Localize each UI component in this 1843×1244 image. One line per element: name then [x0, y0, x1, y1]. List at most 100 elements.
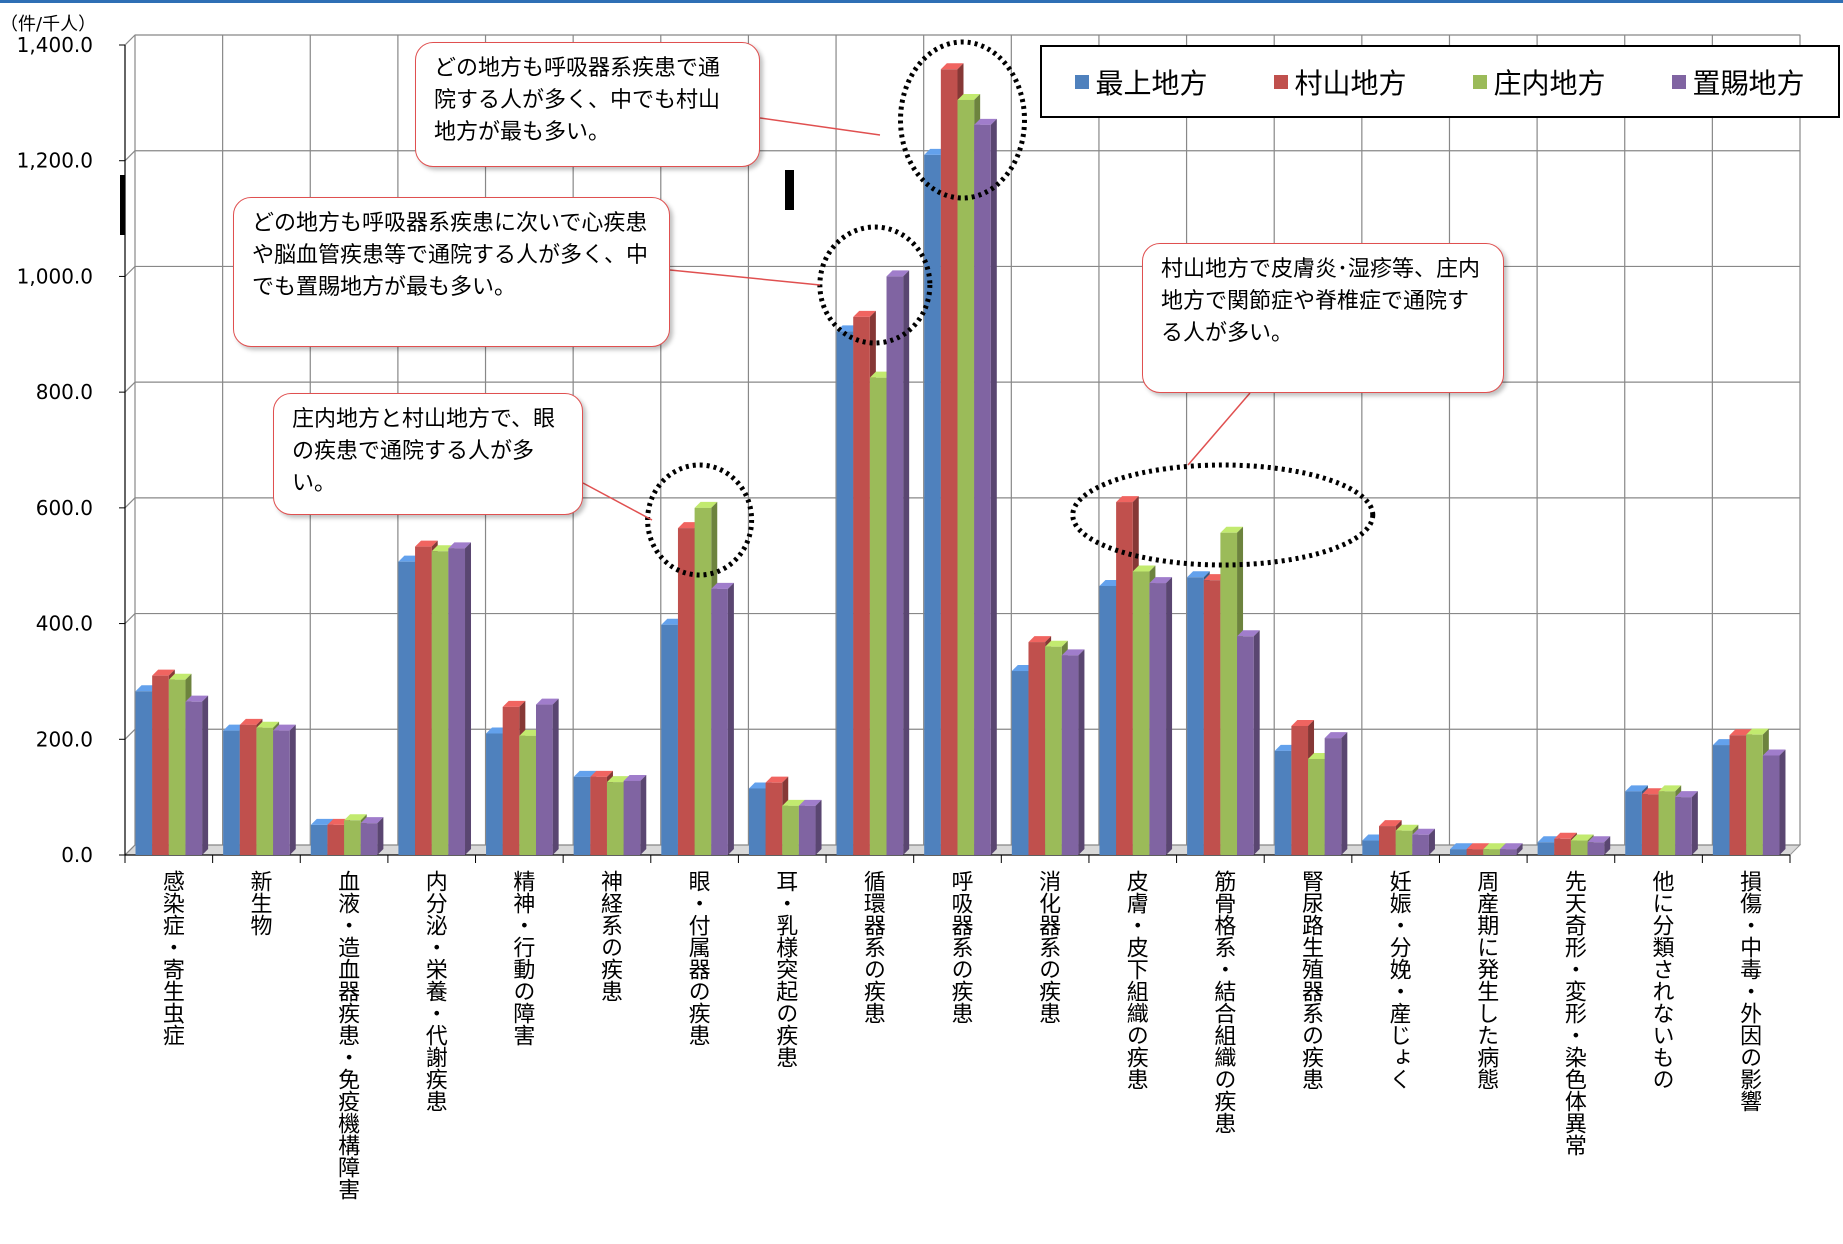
- callout-circulatory: どの地方も呼吸器系疾患に次いで心疾患や脳血管疾患等で通院する人が多く、中でも置賜…: [233, 197, 670, 347]
- bar-top: [711, 582, 734, 589]
- bar-front: [1061, 655, 1079, 855]
- bar-side: [465, 542, 472, 855]
- bar-front: [344, 820, 361, 855]
- bar-front: [502, 706, 520, 855]
- bar-side: [1604, 836, 1611, 855]
- bar-front: [1362, 840, 1380, 855]
- bar-top: [185, 695, 209, 702]
- x-tick-label: 血液・造血器疾患・免疫機構障害: [334, 870, 360, 1200]
- bar-front: [1379, 826, 1396, 855]
- bar-front: [223, 730, 240, 855]
- bar-top: [1132, 565, 1156, 572]
- bar-front: [1537, 842, 1555, 855]
- bar-front: [957, 99, 975, 855]
- bar-front: [256, 727, 274, 855]
- y-unit-label: （件/千人）: [0, 14, 96, 35]
- bar-top: [957, 93, 981, 100]
- callout-leader: [759, 117, 881, 136]
- bar-front: [486, 733, 503, 855]
- y-tick-label: 400.0: [36, 612, 93, 636]
- callout-leader: [669, 269, 821, 286]
- bar-top: [1658, 785, 1682, 792]
- gridline-h-side: [124, 150, 136, 162]
- bar-front: [694, 507, 712, 855]
- bar-front: [869, 377, 887, 855]
- bar-top: [502, 700, 526, 707]
- gridline-h-side: [124, 497, 136, 509]
- bar: [1499, 843, 1523, 855]
- bar-top: [623, 774, 647, 781]
- bar-front: [798, 805, 816, 855]
- bar: [185, 695, 209, 855]
- bar-front: [853, 316, 870, 855]
- bar-front: [1237, 636, 1254, 855]
- x-tick-label: 先天奇形・変形・染色体異常: [1560, 870, 1586, 1156]
- legend-item-mogami: 最上地方: [1075, 62, 1208, 102]
- bar-top: [344, 814, 367, 821]
- bar-top: [1499, 843, 1523, 850]
- legend: 最上地方 村山地方 庄内地方 置賜地方: [1040, 45, 1840, 118]
- bar-top: [1483, 843, 1506, 850]
- callout-leader: [1187, 392, 1251, 466]
- bar-top: [273, 724, 296, 731]
- bar-side: [289, 724, 296, 855]
- bar-front: [1449, 849, 1467, 855]
- legend-swatch: [1075, 74, 1090, 89]
- bar-front: [273, 730, 290, 855]
- bar: [535, 698, 559, 855]
- bar-side: [1428, 828, 1435, 855]
- bar-top: [590, 770, 613, 777]
- y-tick-label: 600.0: [36, 496, 93, 520]
- bar-front: [573, 776, 591, 855]
- bar-front: [535, 704, 553, 855]
- bar-side: [202, 695, 209, 855]
- legend-label: 庄内地方: [1493, 66, 1606, 100]
- x-tick-label: 周産期に発生した病態: [1473, 870, 1499, 1090]
- bar-front: [1483, 849, 1500, 855]
- bar-front: [1729, 735, 1747, 855]
- annotations: [582, 39, 1376, 578]
- bar-front: [1132, 571, 1150, 855]
- bar-front: [1149, 583, 1167, 855]
- bar-front: [152, 675, 169, 855]
- y-tick-label: 200.0: [36, 727, 93, 751]
- x-tick-label: 損傷・中毒・外因の影響: [1736, 870, 1762, 1112]
- gridline-h-side: [124, 844, 136, 856]
- redaction-block: [120, 175, 125, 235]
- bar-top: [1116, 496, 1139, 503]
- bar-side: [1253, 630, 1260, 855]
- bar: [360, 817, 384, 855]
- bar-top: [415, 540, 438, 547]
- bar-front: [1395, 830, 1413, 855]
- legend-item-murayama: 村山地方: [1274, 62, 1407, 102]
- gridline-h-side: [124, 613, 136, 624]
- bar-top: [1412, 828, 1435, 835]
- bar-top: [886, 270, 910, 277]
- bar-front: [1625, 791, 1642, 855]
- bar-top: [1466, 843, 1490, 850]
- bar-front: [1746, 734, 1763, 855]
- bar-front: [623, 780, 641, 855]
- highlight-ellipse: [898, 39, 1027, 201]
- bar: [1412, 828, 1435, 855]
- gridline-h-side: [124, 381, 136, 393]
- bar-top: [152, 669, 175, 676]
- bar-side: [552, 698, 559, 855]
- bar-top: [310, 818, 334, 825]
- x-tick-label: 精神・行動の障害: [509, 870, 535, 1046]
- legend-label: 置賜地方: [1692, 66, 1805, 100]
- x-tick-label: 筋骨格系・結合組織の疾患: [1210, 870, 1236, 1134]
- bar-front: [415, 546, 432, 855]
- bar-top: [1449, 843, 1473, 850]
- bar-top: [168, 673, 192, 680]
- redaction-block: [785, 170, 794, 210]
- gridline-h-side: [124, 34, 136, 46]
- bar-top: [606, 776, 630, 783]
- bar-front: [1291, 725, 1309, 855]
- x-tick-label: 眼・付属器の疾患: [684, 870, 710, 1046]
- bar-top: [1237, 630, 1260, 637]
- bar-top: [1028, 636, 1052, 643]
- bar-front: [1499, 849, 1517, 855]
- bar-front: [1045, 646, 1062, 855]
- x-tick-label: 消化器系の疾患: [1035, 870, 1061, 1024]
